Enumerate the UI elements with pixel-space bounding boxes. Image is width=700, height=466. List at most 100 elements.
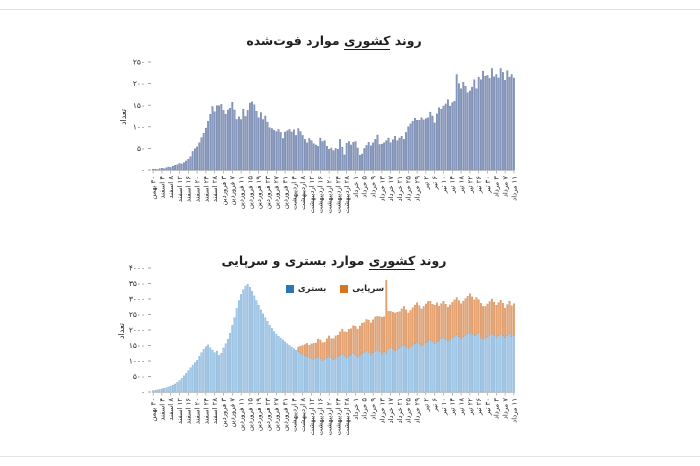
svg-text:۲۰ اردیبهشت: ۲۰ اردیبهشت — [326, 176, 334, 213]
svg-text:۹ خرداد: ۹ خرداد — [370, 398, 378, 420]
svg-text:۱۱ مرداد: ۱۱ مرداد — [510, 176, 518, 201]
svg-text:۲۴ اردیبهشت: ۲۴ اردیبهشت — [334, 398, 342, 436]
svg-text:۲۸ اسفند: ۲۸ اسفند — [211, 398, 219, 424]
svg-text:۱۵۰: ۱۵۰ — [133, 101, 145, 110]
svg-text:۲۰ اسفند: ۲۰ اسفند — [194, 176, 202, 202]
svg-text:۱۶ اردیبهشت: ۱۶ اردیبهشت — [317, 176, 325, 214]
svg-text:۱ خرداد: ۱ خرداد — [352, 176, 360, 198]
bars-series-0 — [152, 283, 515, 393]
svg-text:۲۸ اردیبهشت: ۲۸ اردیبهشت — [343, 398, 351, 436]
svg-text:۱۴ تیر: ۱۴ تیر — [449, 176, 457, 195]
svg-text:۱۳ خرداد: ۱۳ خرداد — [378, 176, 386, 202]
svg-text:۲۴ اسفند: ۲۴ اسفند — [202, 176, 210, 202]
svg-text:۱۷ خرداد: ۱۷ خرداد — [387, 176, 395, 202]
svg-text:۲۴ اردیبهشت: ۲۴ اردیبهشت — [334, 176, 342, 214]
svg-text:۰: ۰ — [141, 166, 145, 175]
svg-text:۸ اسفند: ۸ اسفند — [167, 398, 175, 421]
deaths-chart-figure: روند کشوری موارد فوت‌شده ۰ ۵۰ ۱۰۰ ۱۵۰ ۲۰۰ ۲۵۰… — [110, 25, 590, 240]
svg-text:۲۶ تیر: ۲۶ تیر — [475, 398, 483, 417]
svg-text:۲۹ خرداد: ۲۹ خرداد — [414, 176, 422, 202]
svg-text:۳۰ بهمن: ۳۰ بهمن — [150, 398, 158, 422]
y-axis-title: تعداد — [117, 323, 126, 339]
svg-text:۸ اردیبهشت: ۸ اردیبهشت — [299, 398, 307, 432]
svg-text:۳۰ تیر: ۳۰ تیر — [484, 176, 492, 194]
svg-text:۱۲ اردیبهشت: ۱۲ اردیبهشت — [308, 176, 316, 214]
svg-text:۱۴ تیر: ۱۴ تیر — [449, 398, 457, 417]
svg-text:۱۲ اردیبهشت: ۱۲ اردیبهشت — [308, 398, 316, 436]
svg-text:۲۵۰: ۲۵۰ — [133, 58, 145, 67]
svg-text:۲۱ خرداد: ۲۱ خرداد — [396, 176, 404, 201]
bars-series-1 — [297, 280, 515, 361]
svg-text:۷ مرداد: ۷ مرداد — [502, 398, 510, 420]
top-divider-line — [0, 9, 700, 10]
svg-text:۰: ۰ — [141, 388, 145, 397]
svg-text:۱۶ اردیبهشت: ۱۶ اردیبهشت — [317, 398, 325, 436]
outpatient-legend-label: سرپایی — [352, 284, 385, 294]
ho-title-underlined: کشوری — [368, 253, 416, 270]
chart-legend: بستری سرپایی — [230, 284, 440, 294]
svg-text:۱۶ اسفند: ۱۶ اسفند — [185, 176, 193, 202]
svg-text:۱ خرداد: ۱ خرداد — [352, 398, 360, 420]
svg-text:۱۸ تیر: ۱۸ تیر — [458, 398, 466, 417]
y-axis-labels: ۰ ۵۰۰ ۱۰۰۰ ۱۵۰۰ ۲۰۰۰ ۲۵۰۰ ۳۰۰۰ ۳۵۰۰ ۴۰۰۰ — [129, 264, 151, 397]
svg-text:۳ مرداد: ۳ مرداد — [493, 176, 501, 198]
ho-title-prefix: روند — [415, 253, 447, 268]
svg-text:۲۰۰۰: ۲۰۰۰ — [129, 326, 145, 335]
deaths-title-suffix: موارد فوت‌شده — [246, 33, 344, 48]
svg-text:۲۵ خرداد: ۲۵ خرداد — [405, 176, 413, 202]
svg-text:۳۱ فروردین: ۳۱ فروردین — [282, 398, 290, 431]
svg-text:۲۲ تیر: ۲۲ تیر — [466, 398, 474, 417]
svg-text:۷ مرداد: ۷ مرداد — [502, 176, 510, 198]
deaths-title-underlined: کشوری — [343, 33, 391, 50]
svg-text:۱۱ فروردین: ۱۱ فروردین — [238, 398, 246, 431]
svg-text:۳۵۰۰: ۳۵۰۰ — [129, 279, 145, 288]
svg-text:۲۱ خرداد: ۲۱ خرداد — [396, 398, 404, 423]
svg-text:۲۶ تیر: ۲۶ تیر — [475, 176, 483, 195]
svg-text:۳۱ فروردین: ۳۱ فروردین — [282, 176, 290, 209]
svg-text:۴ اردیبهشت: ۴ اردیبهشت — [290, 176, 298, 210]
svg-text:۱۹ فروردین: ۱۹ فروردین — [255, 398, 263, 431]
hospitalized-outpatient-chart-title: روند کشوری موارد بستری و سرپایی — [110, 253, 558, 270]
svg-text:۱۲ اسفند: ۱۲ اسفند — [176, 176, 184, 202]
svg-text:۲۵ خرداد: ۲۵ خرداد — [405, 398, 413, 424]
svg-text:۴۰۰۰: ۴۰۰۰ — [129, 264, 145, 273]
y-axis-labels: ۰ ۵۰ ۱۰۰ ۱۵۰ ۲۰۰ ۲۵۰ — [133, 58, 151, 175]
svg-text:۲۴ اسفند: ۲۴ اسفند — [202, 398, 210, 424]
svg-text:۲۲ تیر: ۲۲ تیر — [466, 176, 474, 195]
svg-text:۶ تیر: ۶ تیر — [431, 176, 439, 191]
svg-text:۱۵ فروردین: ۱۵ فروردین — [246, 398, 254, 431]
svg-text:۵۰۰: ۵۰۰ — [133, 372, 145, 381]
ho-title-suffix: موارد بستری و سرپایی — [221, 253, 369, 268]
svg-text:۵ خرداد: ۵ خرداد — [361, 176, 369, 198]
svg-text:۴ اسفند: ۴ اسفند — [158, 398, 166, 421]
hospitalized-legend-label: بستری — [297, 284, 327, 294]
svg-text:۳ فروردین: ۳ فروردین — [220, 176, 228, 206]
svg-text:۲۰ اسفند: ۲۰ اسفند — [194, 398, 202, 424]
bottom-divider-line — [0, 456, 700, 457]
svg-text:۷ فروردین: ۷ فروردین — [229, 398, 237, 428]
deaths-title-prefix: روند — [390, 33, 422, 48]
svg-text:۸ اردیبهشت: ۸ اردیبهشت — [299, 176, 307, 210]
svg-text:۱۰ تیر: ۱۰ تیر — [440, 398, 448, 416]
svg-text:۵۰: ۵۰ — [137, 144, 145, 153]
svg-text:۳ مرداد: ۳ مرداد — [493, 398, 501, 420]
deaths-chart-title: روند کشوری موارد فوت‌شده — [110, 33, 558, 50]
svg-text:۹ خرداد: ۹ خرداد — [370, 176, 378, 198]
svg-text:۳۰ بهمن: ۳۰ بهمن — [150, 176, 158, 200]
legend-entry-outpatient: سرپایی — [340, 284, 384, 294]
svg-text:۱۳ خرداد: ۱۳ خرداد — [378, 398, 386, 424]
hospitalized-swatch-icon — [285, 285, 294, 293]
svg-text:۵ خرداد: ۵ خرداد — [361, 398, 369, 420]
svg-text:۱۸ تیر: ۱۸ تیر — [458, 176, 466, 195]
svg-text:۸ اسفند: ۸ اسفند — [167, 176, 175, 199]
svg-text:۴ اسفند: ۴ اسفند — [158, 176, 166, 199]
outpatient-swatch-icon — [340, 285, 349, 293]
svg-text:۱۵۰۰: ۱۵۰۰ — [129, 341, 145, 350]
hospitalized-outpatient-bar-chart: ۰ ۵۰۰ ۱۰۰۰ ۱۵۰۰ ۲۰۰۰ ۲۵۰۰ ۳۰۰۰ ۳۵۰۰ ۴۰۰۰ تعداد ۳۰ … — [117, 264, 518, 436]
svg-text:۱۰ تیر: ۱۰ تیر — [440, 176, 448, 194]
svg-text:۱۷ خرداد: ۱۷ خرداد — [387, 398, 395, 424]
svg-text:۱۰۰۰: ۱۰۰۰ — [129, 357, 145, 366]
